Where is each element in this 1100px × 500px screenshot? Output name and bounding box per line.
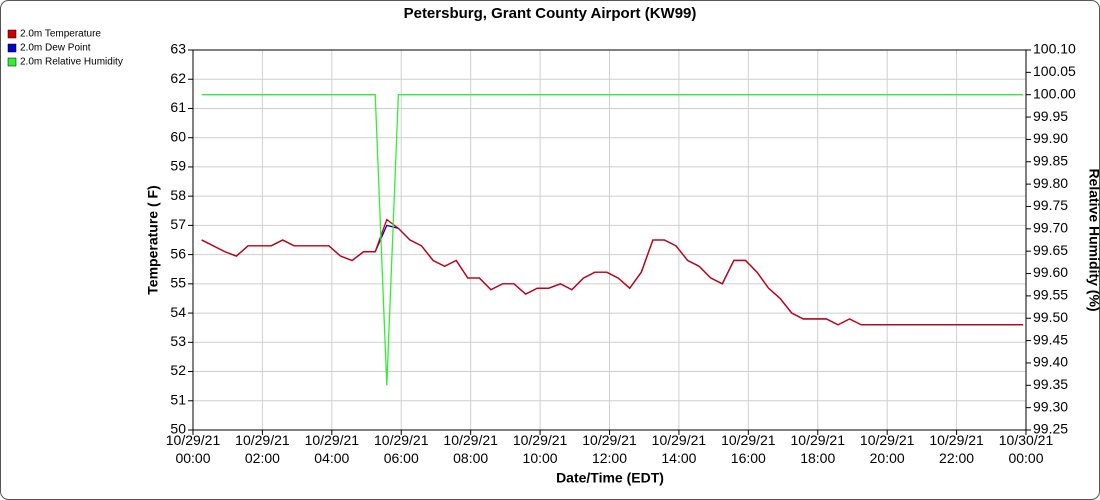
- y2-tick-label: 99.55: [1033, 287, 1068, 303]
- y2-tick-label: 100.00: [1033, 85, 1076, 101]
- x-tick-label: 10/30/21 00:00: [999, 432, 1054, 466]
- y2-tick-label: 99.90: [1033, 130, 1068, 146]
- y2-tick-label: 99.35: [1033, 376, 1068, 392]
- x-tick-label: 10/29/21 04:00: [305, 432, 360, 466]
- y2-tick-label: 99.25: [1033, 421, 1068, 437]
- x-tick-label: 10/29/21 00:00: [166, 432, 221, 466]
- y-tick-label: 59: [170, 158, 186, 174]
- plot-border: [192, 49, 1027, 431]
- x-tick-label: 10/29/21 22:00: [929, 432, 984, 466]
- legend-swatch: [7, 57, 17, 67]
- legend-label: 2.0m Dew Point: [20, 43, 91, 54]
- legend-swatch: [7, 43, 17, 53]
- y-tick-label: 55: [170, 275, 186, 291]
- x-tick-label: 10/29/21 02:00: [235, 432, 290, 466]
- y2-axis-title: Relative Humidity (%): [1086, 168, 1100, 311]
- y-tick-label: 50: [170, 421, 186, 437]
- chart-title: Petersburg, Grant County Airport (KW99): [404, 5, 697, 22]
- y-tick-label: 60: [170, 128, 186, 144]
- y-tick-label: 51: [170, 391, 186, 407]
- legend-label: 2.0m Relative Humidity: [20, 57, 123, 68]
- x-tick-label: 10/29/21 18:00: [791, 432, 846, 466]
- y2-tick-label: 99.95: [1033, 108, 1068, 124]
- y-tick-label: 52: [170, 362, 186, 378]
- y-tick-label: 56: [170, 245, 186, 261]
- y2-tick-label: 99.75: [1033, 197, 1068, 213]
- y-tick-label: 53: [170, 333, 186, 349]
- y-tick-label: 58: [170, 187, 186, 203]
- y-tick-label: 62: [170, 70, 186, 86]
- y2-tick-label: 99.65: [1033, 242, 1068, 258]
- x-tick-label: 10/29/21 08:00: [443, 432, 498, 466]
- y2-tick-label: 99.70: [1033, 220, 1068, 236]
- series-line: [201, 218, 1024, 326]
- y2-tick-label: 100.10: [1033, 41, 1076, 57]
- y-tick-label: 54: [170, 304, 186, 320]
- x-tick-label: 10/29/21 14:00: [652, 432, 707, 466]
- y2-tick-label: 99.50: [1033, 309, 1068, 325]
- y2-tick-label: 99.30: [1033, 398, 1068, 414]
- y2-tick-label: 99.60: [1033, 264, 1068, 280]
- y2-tick-label: 100.05: [1033, 63, 1076, 79]
- y-tick-label: 63: [170, 41, 186, 57]
- y-axis-title: Temperature ( F): [145, 185, 161, 294]
- y2-tick-label: 99.45: [1033, 331, 1068, 347]
- x-tick-label: 10/29/21 16:00: [721, 432, 776, 466]
- y-tick-label: 57: [170, 216, 186, 232]
- legend-swatch: [7, 29, 17, 39]
- series-line: [201, 94, 1024, 386]
- legend-label: 2.0m Temperature: [20, 29, 101, 40]
- x-tick-label: 10/29/21 06:00: [374, 432, 429, 466]
- y2-tick-label: 99.85: [1033, 152, 1068, 168]
- y2-tick-label: 99.80: [1033, 175, 1068, 191]
- x-tick-label: 10/29/21 12:00: [582, 432, 637, 466]
- y2-tick-label: 99.40: [1033, 354, 1068, 370]
- x-tick-label: 10/29/21 10:00: [513, 432, 568, 466]
- y-tick-label: 61: [170, 99, 186, 115]
- x-tick-label: 10/29/21 20:00: [860, 432, 915, 466]
- x-axis-title: Date/Time (EDT): [556, 470, 664, 486]
